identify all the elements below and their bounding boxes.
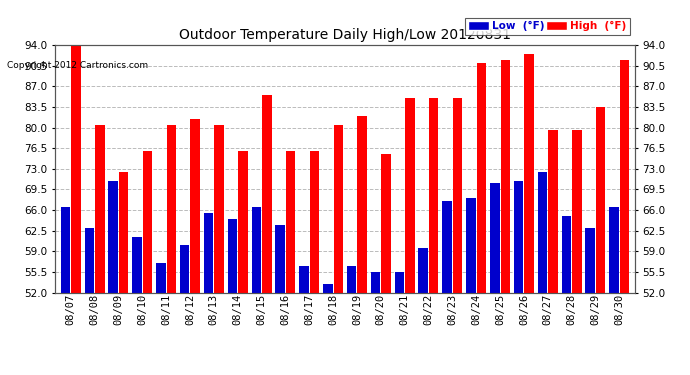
Bar	[477, 63, 486, 292]
Bar	[514, 180, 524, 292]
Bar	[333, 124, 343, 292]
Bar	[215, 124, 224, 292]
Bar	[204, 213, 213, 292]
Bar	[143, 151, 152, 292]
Title: Outdoor Temperature Daily High/Low 20120831: Outdoor Temperature Daily High/Low 20120…	[179, 28, 511, 42]
Bar	[596, 107, 605, 292]
Bar	[275, 225, 285, 292]
Legend: Low  (°F), High  (°F): Low (°F), High (°F)	[464, 18, 629, 34]
Bar	[357, 116, 367, 292]
Bar	[549, 130, 558, 292]
Bar	[71, 45, 81, 292]
Bar	[442, 201, 452, 292]
Bar	[251, 207, 261, 292]
Bar	[238, 151, 248, 292]
Bar	[371, 272, 380, 292]
Bar	[562, 216, 571, 292]
Bar	[286, 151, 295, 292]
Bar	[620, 60, 629, 292]
Bar	[585, 228, 595, 292]
Bar	[323, 284, 333, 292]
Bar	[310, 151, 319, 292]
Bar	[466, 198, 475, 292]
Bar	[382, 154, 391, 292]
Bar	[429, 98, 439, 292]
Bar	[119, 172, 128, 292]
Bar	[180, 245, 190, 292]
Bar	[395, 272, 404, 292]
Bar	[453, 98, 462, 292]
Bar	[156, 263, 166, 292]
Bar	[490, 183, 500, 292]
Bar	[95, 124, 105, 292]
Bar	[166, 124, 176, 292]
Bar	[524, 54, 534, 292]
Bar	[132, 237, 141, 292]
Bar	[85, 228, 94, 292]
Bar	[61, 207, 70, 292]
Bar	[262, 95, 272, 292]
Bar	[347, 266, 357, 292]
Bar	[609, 207, 619, 292]
Text: Copyright 2012 Cartronics.com: Copyright 2012 Cartronics.com	[7, 60, 148, 69]
Bar	[108, 180, 118, 292]
Bar	[572, 130, 582, 292]
Bar	[405, 98, 415, 292]
Bar	[538, 172, 547, 292]
Bar	[228, 219, 237, 292]
Bar	[299, 266, 308, 292]
Bar	[418, 248, 428, 292]
Bar	[500, 60, 510, 292]
Bar	[190, 118, 200, 292]
